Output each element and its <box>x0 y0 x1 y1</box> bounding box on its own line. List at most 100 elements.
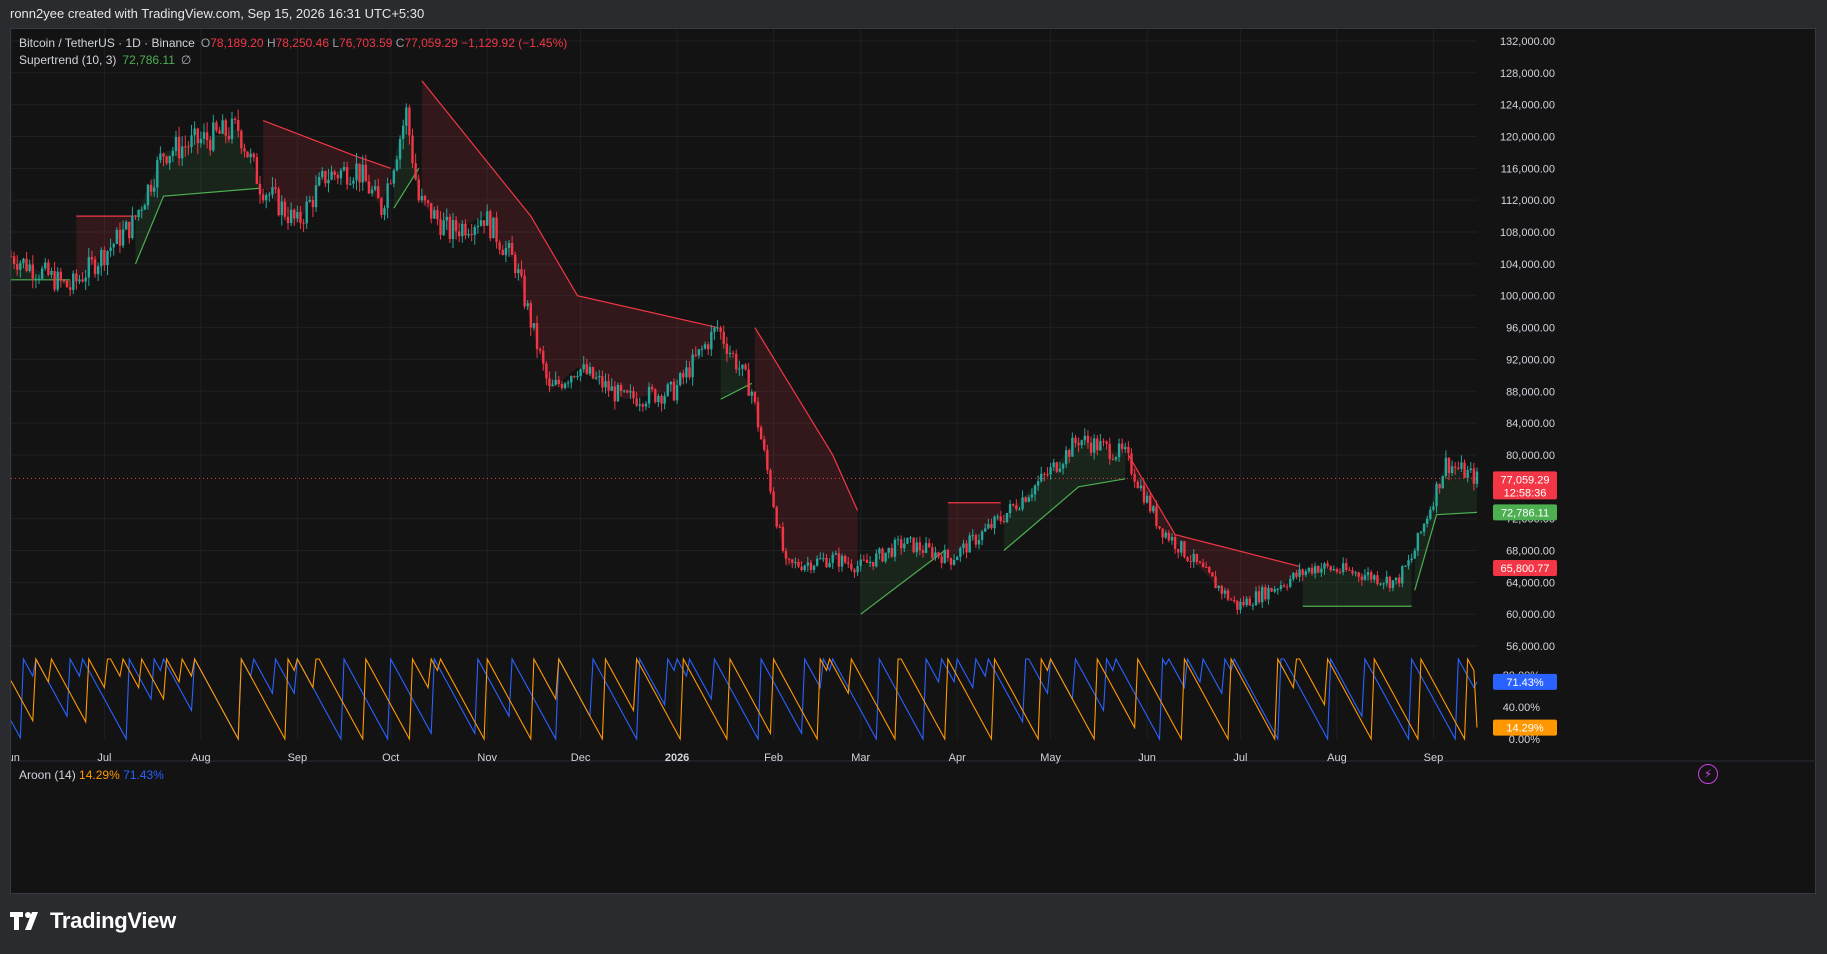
candle-body <box>389 183 392 185</box>
candle-body <box>837 553 841 567</box>
time-tick-label: Nov <box>477 752 497 764</box>
candle-body <box>240 130 243 149</box>
candle-body <box>710 331 713 350</box>
candle-body <box>25 258 28 271</box>
aroon-up-badge-bg <box>1493 719 1557 736</box>
candle-body <box>1180 541 1183 553</box>
candle-body <box>666 384 669 396</box>
candle-body <box>106 251 109 266</box>
lightning-icon[interactable]: ⚡ <box>1698 764 1718 784</box>
candle-body <box>647 386 651 404</box>
candle-body <box>700 348 704 350</box>
candle-body <box>678 373 682 386</box>
supertrend-badge: 72,786.11 <box>1501 507 1549 519</box>
candle-body <box>868 561 872 563</box>
candle-body <box>1329 566 1332 571</box>
aroon-up-value: 14.29% <box>79 768 120 782</box>
candle-body <box>1450 466 1454 474</box>
candle-body <box>1273 589 1276 592</box>
candle-body <box>1257 591 1261 603</box>
candle-body <box>479 220 483 226</box>
candle-body <box>1164 532 1167 538</box>
candle-body <box>1167 532 1171 541</box>
time-tick-label: Apr <box>949 752 966 764</box>
candle-body <box>1379 583 1382 585</box>
candle-body <box>613 386 617 402</box>
candle-body <box>1214 576 1217 589</box>
candle-body <box>224 120 227 136</box>
candle-body <box>1422 523 1426 532</box>
candle-body <box>1320 568 1323 573</box>
candle-body <box>601 376 604 388</box>
candle-body <box>840 555 844 567</box>
candle-body <box>1012 503 1015 506</box>
candle-body <box>1326 563 1329 567</box>
candle-body <box>899 539 903 549</box>
candle-body <box>308 199 312 202</box>
candle-body <box>551 384 554 387</box>
candle-body <box>448 216 452 240</box>
supertrend-line <box>134 187 261 265</box>
candle-body <box>124 221 128 230</box>
candle-body <box>230 118 234 140</box>
candle-body <box>1133 473 1136 482</box>
candle-body <box>996 516 999 518</box>
candle-body <box>588 367 592 374</box>
candle-body <box>274 187 277 189</box>
candle-body <box>1114 457 1118 460</box>
candle-body <box>1127 446 1130 454</box>
candle-body <box>1276 589 1279 591</box>
candle-body <box>364 164 368 182</box>
candle-body <box>523 275 526 307</box>
candle-body <box>703 344 707 349</box>
candle-body <box>626 390 629 393</box>
chart-canvas[interactable]: 132,000.00 128,000.00 124,000.00 120,000.00… <box>11 29 1817 895</box>
candle-body <box>1242 601 1245 606</box>
candle-body <box>579 369 582 377</box>
candle-body <box>843 555 847 563</box>
aroon-name[interactable]: Aroon (14) <box>19 768 76 782</box>
candle-body <box>657 395 660 403</box>
supertrend-fill <box>393 112 419 209</box>
candle-body <box>809 562 813 570</box>
candle-body <box>1080 440 1083 446</box>
candle-body <box>1354 572 1357 574</box>
price-axis: 132,000.00 128,000.00 124,000.00 120,000.00… <box>1500 36 1555 746</box>
candle-body <box>451 220 455 240</box>
candle-body <box>535 323 539 350</box>
candle-body <box>909 537 912 539</box>
candle-body <box>1176 548 1180 553</box>
candle-body <box>971 535 974 537</box>
chart-frame[interactable]: 132,000.00 128,000.00 124,000.00 120,000.00… <box>10 28 1817 895</box>
candle-body <box>249 153 252 158</box>
candle-body <box>946 549 950 558</box>
candle-body <box>1142 485 1146 503</box>
candle-body <box>305 201 308 224</box>
price-tick-label: 108,000.00 <box>1500 227 1555 239</box>
candle-body <box>1429 509 1432 519</box>
price-tick-label: 124,000.00 <box>1500 100 1555 112</box>
candle-body <box>1425 518 1429 524</box>
candle-body <box>834 553 838 555</box>
level-badge-bg <box>1493 560 1557 577</box>
candle-body <box>336 174 340 179</box>
time-tick-label: Sep <box>1424 752 1444 764</box>
candle-body <box>78 279 81 282</box>
candle-body <box>1068 450 1071 457</box>
candle-body <box>622 390 626 392</box>
candle-body <box>744 364 747 370</box>
candle-body <box>476 225 480 228</box>
indicator-name[interactable]: Supertrend (10, 3) <box>19 53 117 67</box>
candle-body <box>1469 468 1472 471</box>
candle-body <box>367 181 371 194</box>
candle-body <box>1366 572 1370 576</box>
candle-body <box>510 243 514 255</box>
candle-body <box>433 210 436 219</box>
symbol-name[interactable]: Bitcoin / TetherUS · 1D · Binance <box>19 36 195 50</box>
candle-body <box>246 151 249 158</box>
candle-body <box>984 528 987 532</box>
candle-body <box>731 352 735 354</box>
candle-body <box>1332 569 1336 571</box>
candle-body <box>1463 462 1466 478</box>
candle-body <box>44 262 47 269</box>
